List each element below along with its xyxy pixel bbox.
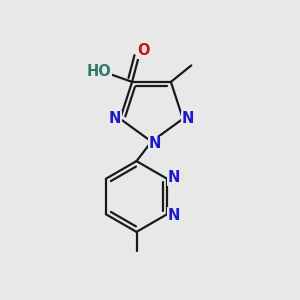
Text: N: N [148,136,161,152]
Text: N: N [109,111,121,126]
Text: HO: HO [87,64,112,79]
Text: N: N [168,208,180,223]
Text: N: N [168,170,180,185]
Text: N: N [182,111,194,126]
Text: O: O [138,43,150,58]
